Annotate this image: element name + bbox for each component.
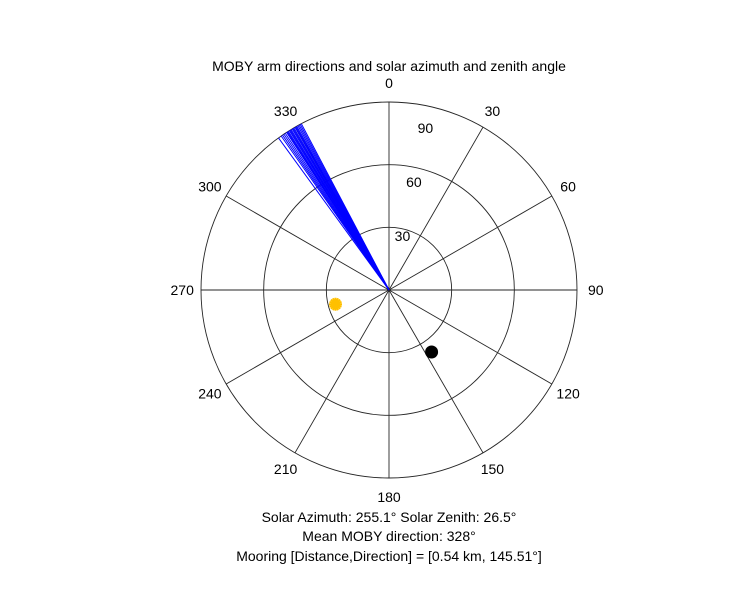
mooring-marker bbox=[425, 345, 439, 359]
data-series bbox=[278, 123, 439, 359]
grid-spoke bbox=[294, 289, 390, 454]
grid-spoke bbox=[225, 289, 390, 385]
angle-tick-label: 210 bbox=[274, 461, 298, 477]
angle-tick-label: 180 bbox=[377, 489, 401, 505]
grid-spoke bbox=[388, 289, 553, 385]
mooring-caption: Mooring [Distance,Direction] = [0.54 km,… bbox=[236, 548, 542, 564]
angle-tick-label: 60 bbox=[560, 179, 576, 195]
chart-title: MOBY arm directions and solar azimuth an… bbox=[212, 58, 566, 74]
moby-direction-caption: Mean MOBY direction: 328° bbox=[302, 528, 475, 544]
grid-spoke bbox=[388, 126, 484, 291]
solar-caption: Solar Azimuth: 255.1° Solar Zenith: 26.5… bbox=[262, 509, 517, 525]
radial-tick-labels: 30 60 90 bbox=[395, 120, 434, 244]
moby-arm-line bbox=[300, 123, 390, 291]
sun-marker bbox=[329, 297, 343, 311]
angle-tick-label: 270 bbox=[171, 282, 195, 298]
moby-arm-line bbox=[278, 137, 390, 291]
angle-tick-label: 240 bbox=[198, 385, 222, 401]
grid-spoke bbox=[388, 289, 484, 454]
radial-tick-label: 60 bbox=[406, 174, 422, 190]
radial-tick-label: 90 bbox=[418, 120, 434, 136]
polar-grid bbox=[200, 101, 578, 479]
angle-tick-label: 330 bbox=[274, 103, 298, 119]
angle-tick-label: 90 bbox=[588, 282, 604, 298]
grid-spoke bbox=[225, 195, 390, 291]
radial-tick-label: 30 bbox=[395, 228, 411, 244]
angle-tick-label: 30 bbox=[485, 103, 501, 119]
angle-tick-label: 120 bbox=[556, 385, 580, 401]
angle-tick-label: 300 bbox=[198, 179, 222, 195]
angle-tick-label: 150 bbox=[481, 461, 505, 477]
angle-tick-labels: 0 30 60 90 120 150 180 210 240 270 300 330 bbox=[171, 75, 604, 505]
sun-core bbox=[332, 300, 340, 308]
angle-tick-label: 0 bbox=[385, 75, 393, 91]
grid-spoke bbox=[388, 195, 553, 291]
